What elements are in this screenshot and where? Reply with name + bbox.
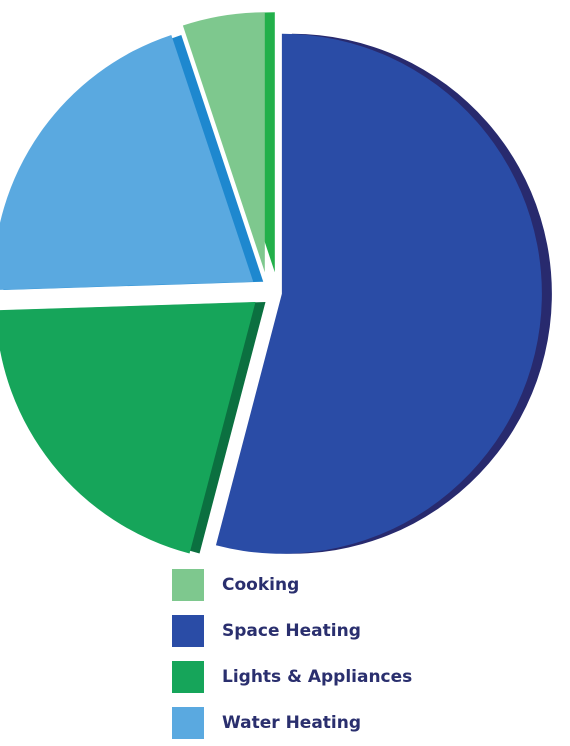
legend-swatch-cooking [172, 569, 204, 601]
pie-slice-face-space-heating [215, 33, 542, 554]
legend-item-space-heating: Space Heating [172, 608, 412, 654]
pie-slice-face-water-heating [0, 34, 254, 290]
legend-item-cooking: Cooking [172, 562, 412, 608]
pie-slice-face-lights-appliances [0, 301, 256, 554]
pie-slice-space-heating [215, 33, 552, 554]
legend-item-water-heating: Water Heating [172, 700, 412, 746]
legend-swatch-space-heating [172, 615, 204, 647]
pie-chart-svg [0, 12, 552, 554]
pie-slice-water-heating [0, 34, 264, 291]
pie-slice-cooking [182, 12, 275, 273]
pie-slice-lights-appliances [0, 301, 266, 554]
legend-swatch-lights-appliances [172, 661, 204, 693]
legend-label-water-heating: Water Heating [222, 713, 362, 733]
legend-swatch-water-heating [172, 707, 204, 739]
legend-label-space-heating: Space Heating [222, 621, 361, 641]
pie-slice-face-cooking [182, 12, 265, 273]
legend: Cooking Space Heating Lights & Appliance… [172, 562, 412, 746]
legend-label-lights-appliances: Lights & Appliances [222, 667, 413, 687]
legend-label-cooking: Cooking [222, 575, 300, 595]
legend-item-lights-appliances: Lights & Appliances [172, 654, 412, 700]
